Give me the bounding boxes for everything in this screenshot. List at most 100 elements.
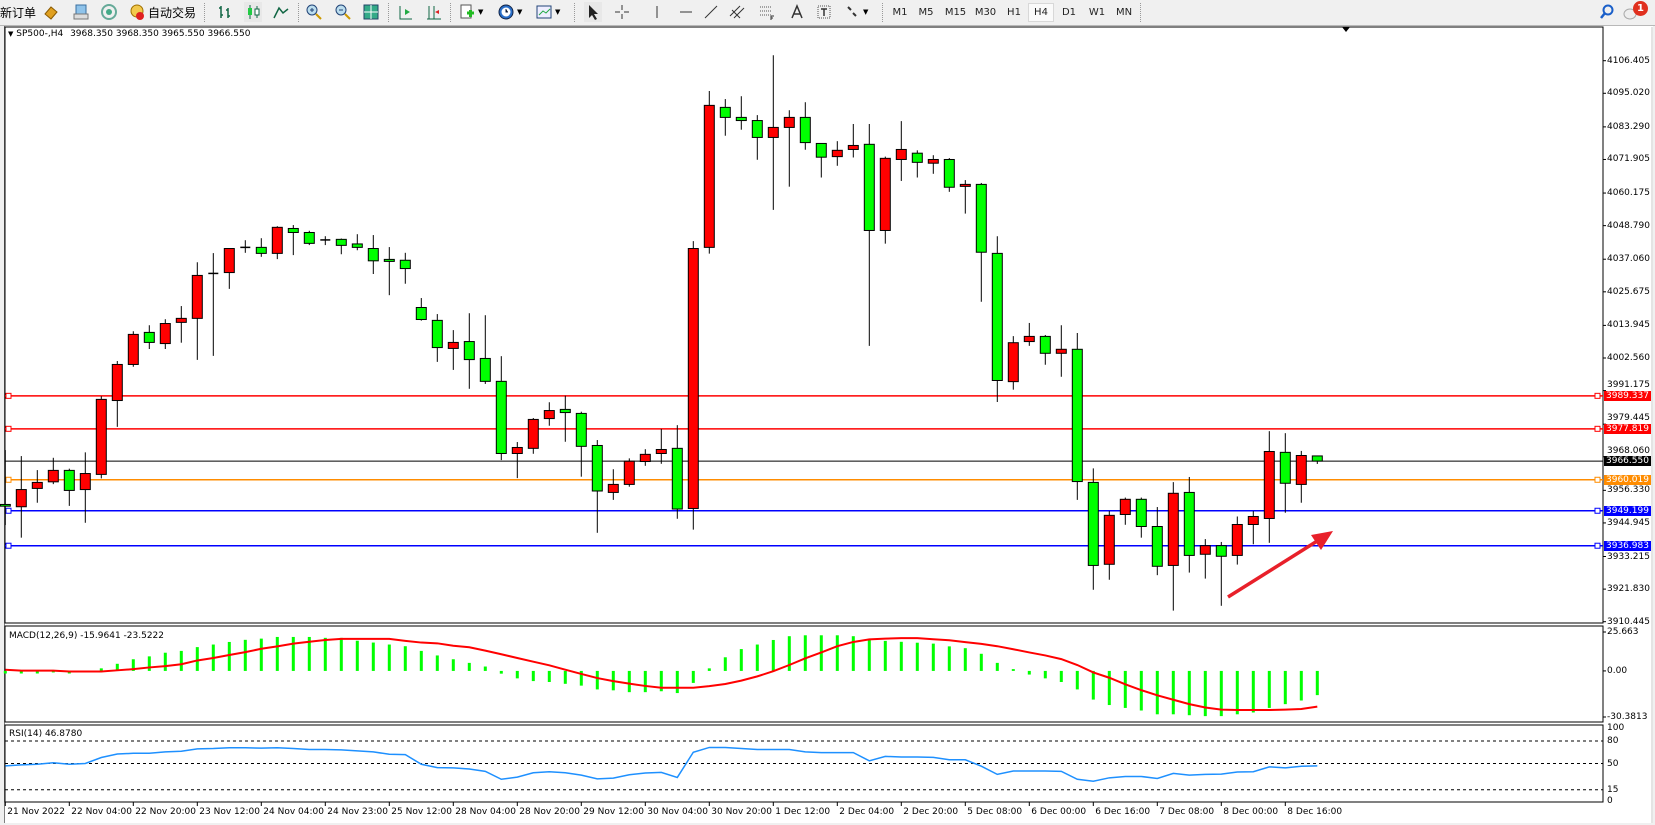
level-price-label: 3960.019 (1604, 474, 1651, 485)
price-axis-label: 4025.675 (1607, 286, 1650, 297)
timeframe-m1[interactable]: M1 (892, 7, 908, 18)
chevron-down-icon[interactable]: ▼ (555, 8, 561, 16)
timeframe-mn[interactable]: MN (1115, 7, 1133, 18)
periods-button[interactable]: ▼ (497, 2, 522, 22)
vertical-line-icon (656, 6, 658, 18)
candle (975, 182, 987, 302)
macd-histogram-bar (915, 642, 919, 671)
search-button[interactable] (1598, 2, 1616, 22)
price-axis-label: 4060.175 (1607, 188, 1650, 199)
data-window-icon[interactable] (72, 2, 90, 22)
time-axis-label: 28 Nov 20:00 (519, 807, 580, 817)
macd-signal-line (5, 637, 1318, 712)
search-icon (1600, 4, 1614, 19)
candle (1039, 334, 1051, 365)
candlestick-chart-button[interactable] (244, 2, 262, 22)
timeframe-d1[interactable]: D1 (1061, 7, 1077, 18)
chevron-down-icon[interactable]: ▼ (863, 8, 869, 16)
timeframe-w1[interactable]: W1 (1088, 7, 1106, 18)
zoom-in-button[interactable] (305, 2, 323, 22)
candle (399, 252, 411, 284)
candle-body (447, 341, 459, 349)
candle-body (1039, 335, 1051, 354)
channel-tool-button[interactable] (728, 2, 746, 22)
macd-histogram-bar (627, 670, 631, 693)
candle (895, 121, 907, 181)
candle-body (95, 398, 107, 475)
auto-scroll-button[interactable] (396, 2, 414, 22)
chart-window[interactable] (4, 26, 1653, 823)
crosshair-tool-button[interactable] (613, 2, 631, 22)
notification-badge: 1 (1633, 1, 1648, 16)
candle (479, 315, 491, 384)
candle-body (351, 243, 363, 248)
new-order-label: 新订单 (0, 5, 37, 20)
market-watch-icon[interactable] (42, 2, 60, 22)
text-label-icon (817, 5, 831, 19)
candle-body (703, 104, 715, 248)
candle-body (959, 183, 971, 187)
candle-body (303, 231, 315, 244)
candle-body (111, 363, 123, 402)
macd-histogram-bar (979, 653, 983, 671)
candle (287, 225, 299, 256)
time-axis-label: 5 Dec 08:00 (967, 807, 1023, 817)
indicators-button[interactable]: ▼ (458, 2, 483, 22)
macd-histogram-bar (1251, 670, 1255, 713)
horizontal-line-tool-button[interactable] (677, 2, 695, 22)
chevron-down-icon[interactable]: ▼ (478, 8, 484, 16)
zoom-out-button[interactable] (334, 2, 352, 22)
new-order-button[interactable]: 新订单 (0, 2, 36, 22)
text-label-tool-button[interactable] (815, 2, 833, 22)
candle-body (367, 248, 379, 262)
macd-histogram-bar (563, 670, 567, 684)
timeframe-h1[interactable]: H1 (1007, 7, 1021, 18)
candle (208, 253, 219, 356)
timeframe-m5[interactable]: M5 (918, 7, 934, 18)
macd-histogram-bar (355, 640, 359, 671)
candle-body (559, 408, 571, 414)
fibonacci-icon (760, 6, 774, 20)
macd-histogram-bar (195, 647, 199, 671)
line-chart-button[interactable] (272, 2, 290, 22)
macd-histogram-bar (291, 636, 295, 671)
price-axis-label: 4037.060 (1607, 254, 1650, 265)
cursor-tool-button[interactable] (584, 2, 602, 22)
candle-body (1103, 514, 1115, 565)
vertical-line-tool-button[interactable] (648, 2, 666, 22)
text-tool-button[interactable] (788, 2, 806, 22)
macd-histogram-bar (3, 670, 7, 674)
chart-shift-button[interactable] (425, 2, 443, 22)
fibonacci-tool-button[interactable] (758, 2, 776, 22)
candle (799, 102, 811, 150)
candle (767, 55, 779, 210)
candle (271, 226, 283, 260)
level-line-handle (5, 542, 12, 549)
tile-windows-button[interactable] (362, 2, 380, 22)
candle (95, 396, 107, 479)
candle (1311, 455, 1323, 464)
candle (815, 142, 827, 178)
timeframe-m30[interactable]: M30 (974, 7, 997, 18)
timeframe-h4[interactable]: H4 (1028, 3, 1054, 22)
price-axis-label: 4083.290 (1607, 121, 1650, 132)
collapse-triangle-icon[interactable]: ▼ (8, 30, 14, 38)
navigator-signal-icon[interactable] (100, 2, 118, 22)
candle-body (127, 333, 139, 365)
chevron-down-icon[interactable]: ▼ (517, 8, 523, 16)
macd-histogram-bar (1091, 670, 1095, 700)
arrows-tool-button[interactable]: ▼ (843, 2, 868, 22)
candle (383, 247, 395, 296)
timeframe-m15[interactable]: M15 (944, 7, 967, 18)
candle-body (415, 306, 427, 321)
auto-trading-button[interactable]: 自动交易 (128, 2, 196, 22)
candle-body (1087, 481, 1099, 566)
time-axis-label: 1 Dec 12:00 (775, 807, 831, 817)
bar-chart-button[interactable] (216, 2, 234, 22)
candle-body (607, 483, 619, 493)
candle-body (1055, 348, 1067, 354)
trendline-tool-button[interactable] (702, 2, 720, 22)
templates-button[interactable]: ▼ (535, 2, 560, 22)
candle-body (1279, 451, 1291, 484)
